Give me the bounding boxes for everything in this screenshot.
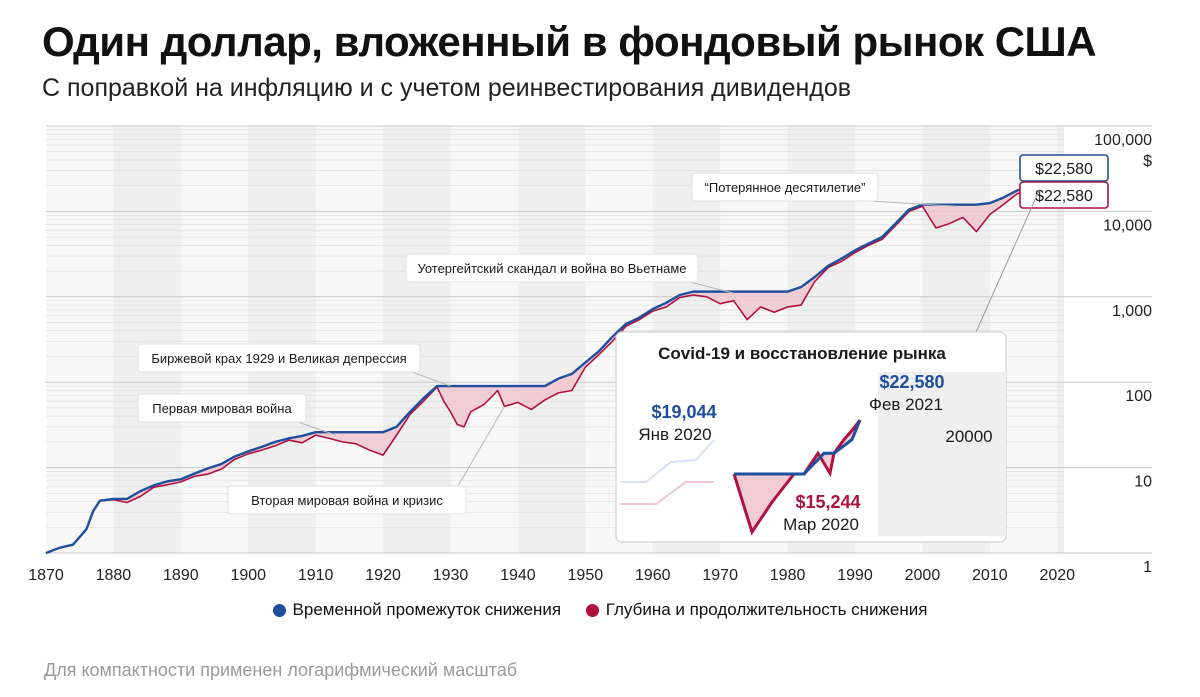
inset-band — [878, 372, 1006, 536]
annotation-text: Вторая мировая война и кризис — [251, 493, 443, 508]
decade-band — [383, 126, 451, 553]
y-tick-label: 10,000 — [1103, 217, 1152, 234]
annotation-text: “Потерянное десятилетие” — [705, 180, 866, 195]
annotation: “Потерянное десятилетие” — [691, 172, 957, 207]
y-tick-label: 100,000 — [1094, 132, 1152, 149]
inset-end-value: $22,580 — [879, 372, 944, 392]
inset-prior-price-line — [620, 481, 714, 505]
annotation: Первая мировая война — [137, 393, 337, 436]
inset-start-value: $19,044 — [651, 402, 716, 422]
x-tick-label: 1930 — [433, 567, 469, 584]
x-tick-label: 1960 — [635, 567, 671, 584]
annotation-leader — [411, 371, 451, 387]
x-tick-label: 2010 — [972, 567, 1008, 584]
inset-drawdown-fill — [734, 420, 860, 532]
x-tick-label: 2020 — [1039, 567, 1075, 584]
legend-label-drawdown: Глубина и продолжительность снижения — [605, 600, 928, 619]
y-tick-label: 1,000 — [1112, 303, 1152, 320]
inset-price-line — [732, 419, 862, 536]
end-label-price: $22,580 — [1035, 188, 1093, 205]
inset-end-date: Фев 2021 — [869, 395, 943, 414]
inset-prior-line — [620, 439, 715, 483]
x-tick-label: 1870 — [28, 567, 64, 584]
x-tick-label: 1890 — [163, 567, 199, 584]
x-tick-label: 1910 — [298, 567, 334, 584]
x-tick-label: 1990 — [837, 567, 873, 584]
annotation: Вторая мировая война и кризис — [227, 406, 505, 515]
decade-band — [517, 126, 586, 553]
x-tick-label: 1880 — [96, 567, 132, 584]
chart-legend: Временной промежуток снижения Глубина и … — [0, 600, 1200, 622]
annotation-text: Первая мировая война — [152, 401, 292, 416]
legend-label-peak: Временной промежуток снижения — [292, 600, 562, 619]
annotation-box — [137, 393, 307, 423]
annotation-leader — [457, 406, 505, 487]
annotation-box — [137, 343, 421, 373]
legend-item-drawdown: Глубина и продолжительность снижения — [585, 600, 928, 620]
annotation-leader — [297, 421, 337, 436]
x-tick-label: 1940 — [500, 567, 536, 584]
page-subtitle: С поправкой на инфляцию и с учетом реинв… — [42, 74, 852, 102]
decade-band — [248, 126, 316, 553]
annotation-box — [405, 253, 699, 283]
series-price-line — [45, 180, 1045, 554]
x-tick-label: 1920 — [365, 567, 401, 584]
y-tick-label: 100 — [1125, 388, 1152, 405]
annotation-leader — [689, 281, 734, 294]
inset-peak-line — [734, 419, 862, 476]
x-tick-label: 1970 — [702, 567, 738, 584]
y-unit-label: $ — [1143, 153, 1152, 170]
end-label-box-price — [1019, 181, 1109, 209]
legend-item-peak: Временной промежуток снижения — [272, 600, 562, 620]
x-tick-label: 1980 — [770, 567, 806, 584]
annotation-box — [691, 172, 879, 202]
x-tick-label: 1950 — [568, 567, 604, 584]
inset-title: Covid-19 и восстановление рынка — [658, 344, 946, 363]
y-tick-label: 1 — [1143, 559, 1152, 576]
inset-connector — [975, 188, 1041, 333]
stock-chart: 1 10 100 1,000 10,000 100,000 $1870 1880 1890 190… — [28, 125, 1152, 584]
annotation: Уотергейтский скандал и война во Вьетнам… — [405, 253, 734, 294]
page-title: Один доллар, вложенный в фондовый рынок … — [42, 18, 1097, 65]
legend-swatch-drawdown — [585, 603, 599, 617]
inset-axis-label: 20000 — [945, 427, 992, 446]
x-tick-label: 2000 — [905, 567, 941, 584]
drawdown-fill — [46, 181, 1044, 554]
y-tick-label: 10 — [1134, 474, 1152, 491]
footnote: Для компактности применен логарифмически… — [44, 660, 518, 680]
inset-low-value: $15,244 — [795, 492, 860, 512]
series-peak-line — [45, 180, 1045, 555]
annotation-box — [227, 485, 467, 515]
annotation: Биржевой крах 1929 и Великая депрессия — [137, 343, 451, 387]
inset-low-date: Мар 2020 — [783, 515, 859, 534]
annotation-text: Биржевой крах 1929 и Великая депрессия — [151, 351, 406, 366]
annotation-leader — [869, 200, 957, 207]
legend-swatch-peak — [272, 603, 286, 617]
inset-start-date: Янв 2020 — [638, 425, 711, 444]
end-label-peak: $22,580 — [1035, 161, 1093, 178]
x-tick-label: 1900 — [230, 567, 266, 584]
annotation-text: Уотергейтский скандал и война во Вьетнам… — [417, 261, 686, 276]
end-label-box-peak — [1019, 154, 1109, 182]
decade-band — [1057, 126, 1064, 553]
